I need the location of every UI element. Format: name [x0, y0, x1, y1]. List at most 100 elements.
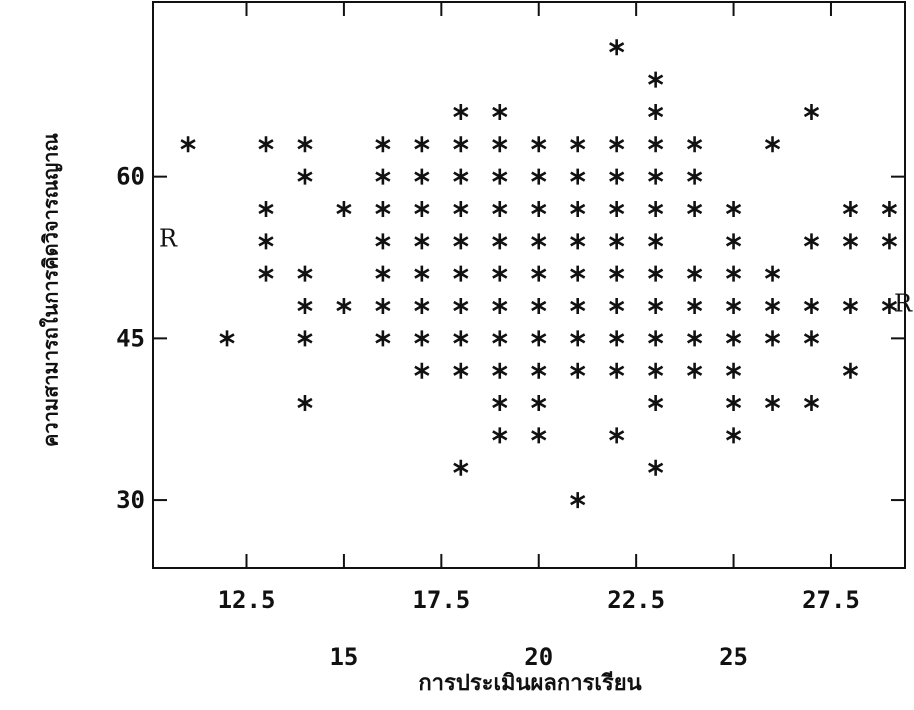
- point: [414, 200, 430, 217]
- point: [492, 265, 508, 282]
- point: [531, 298, 547, 315]
- point: [725, 330, 742, 347]
- x-tick-label: 15: [329, 643, 358, 671]
- point: [453, 362, 469, 379]
- point: [764, 395, 781, 412]
- point: [531, 136, 547, 153]
- point: [648, 265, 664, 282]
- point: [570, 168, 586, 185]
- point: [570, 298, 586, 315]
- plot-frame: [152, 1, 906, 569]
- point: [725, 298, 742, 315]
- point: [648, 200, 664, 217]
- point: [609, 168, 625, 185]
- point: [570, 330, 586, 347]
- point: [414, 233, 430, 250]
- point: [531, 395, 547, 412]
- point: [648, 233, 664, 250]
- point: [648, 330, 664, 347]
- point: [764, 265, 781, 282]
- point: [258, 200, 274, 217]
- point: [492, 233, 508, 250]
- point: [375, 168, 391, 185]
- x-axis-label: การประเมินผลการเรียน: [418, 671, 641, 696]
- point: [492, 362, 508, 379]
- point: [648, 136, 664, 153]
- point: [609, 427, 625, 444]
- point: [336, 200, 352, 217]
- point: [297, 265, 313, 282]
- point: [609, 200, 625, 217]
- point: [570, 136, 586, 153]
- point: [570, 362, 586, 379]
- point: [258, 136, 274, 153]
- point: [570, 492, 586, 509]
- point: [297, 168, 313, 185]
- point: [414, 136, 430, 153]
- point: [725, 233, 742, 250]
- point: [375, 233, 391, 250]
- point: [336, 298, 352, 315]
- point: [453, 298, 469, 315]
- point: [842, 233, 859, 250]
- point: [453, 459, 469, 476]
- point: [648, 71, 664, 88]
- point: [453, 136, 469, 153]
- point: [842, 200, 859, 217]
- point: [686, 298, 703, 315]
- point: [686, 265, 703, 282]
- x-tick-label: 22.5: [607, 586, 665, 614]
- point: [648, 459, 664, 476]
- point: [492, 168, 508, 185]
- point: [803, 233, 820, 250]
- point: [686, 168, 703, 185]
- point: [258, 233, 274, 250]
- point: [180, 136, 196, 153]
- point: [609, 330, 625, 347]
- point: [297, 330, 313, 347]
- point: [492, 103, 508, 120]
- point: [531, 330, 547, 347]
- point: [453, 265, 469, 282]
- point: [725, 395, 742, 412]
- point: [219, 330, 235, 347]
- point: [492, 427, 508, 444]
- point: [414, 330, 430, 347]
- point: [725, 265, 742, 282]
- point: [764, 298, 781, 315]
- point: [258, 265, 274, 282]
- point: [492, 330, 508, 347]
- point: [375, 265, 391, 282]
- point: [609, 298, 625, 315]
- point: [531, 265, 547, 282]
- point: [492, 298, 508, 315]
- point: [609, 39, 625, 56]
- point: [609, 362, 625, 379]
- x-tick-label: 12.5: [218, 586, 276, 614]
- point: [803, 298, 820, 315]
- point: [375, 330, 391, 347]
- point: [648, 395, 664, 412]
- point: [531, 427, 547, 444]
- point: [453, 103, 469, 120]
- point: [881, 298, 898, 315]
- point: [453, 233, 469, 250]
- point: [725, 427, 742, 444]
- y-axis-label: ความสามารถในการคิดวิจารณญาณ: [39, 133, 63, 447]
- y-tick-label: 45: [116, 324, 145, 352]
- point: [686, 362, 703, 379]
- point: [531, 168, 547, 185]
- point: [609, 136, 625, 153]
- point: [453, 200, 469, 217]
- x-tick-label: 20: [524, 643, 553, 671]
- x-tick-label: 17.5: [412, 586, 470, 614]
- point: [297, 136, 313, 153]
- annotation: R: [159, 225, 178, 253]
- point: [803, 103, 820, 120]
- x-tick-label: 25: [719, 643, 748, 671]
- point: [764, 136, 781, 153]
- annotation: R: [894, 290, 913, 318]
- point: [609, 265, 625, 282]
